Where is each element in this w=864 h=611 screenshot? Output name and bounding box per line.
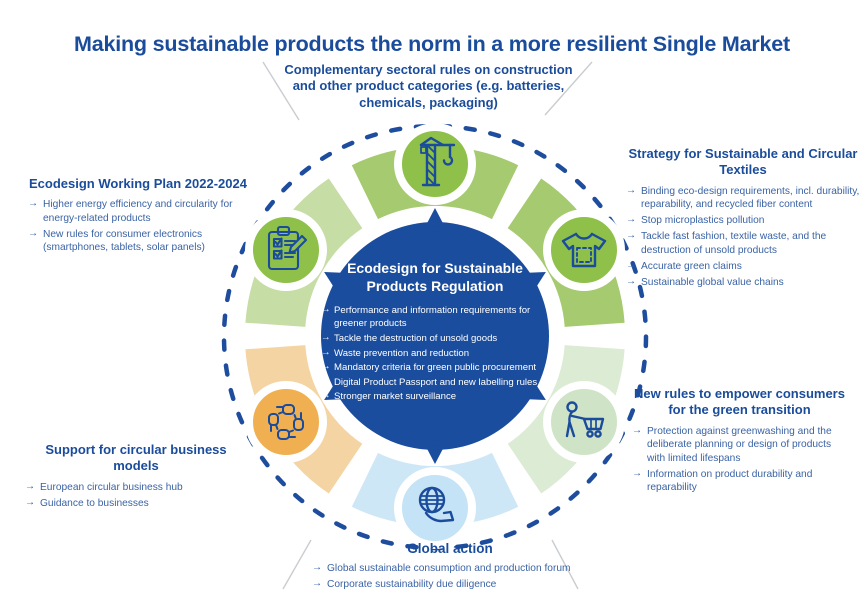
working-plan-icon-circle	[245, 209, 327, 291]
arrow-bullet-icon: →	[626, 184, 637, 196]
section-consumer-rules: New rules to empower consumers for the g…	[632, 386, 847, 497]
bullet-item: → Higher energy efficiency and circularit…	[28, 198, 233, 224]
shopping-cart-consumer-icon	[565, 401, 605, 438]
bullet-item: → New rules for consumer electronics (sma…	[28, 227, 205, 254]
arrow-bullet-icon: →	[25, 480, 36, 492]
bullet-item: → Accurate green claims	[626, 259, 742, 272]
section-heading: New rules to empower consumers for the g…	[634, 386, 845, 418]
business-icon-circle	[245, 381, 327, 463]
bullet-list: → Higher energy efficiency and circularit…	[28, 198, 248, 255]
arrow-bullet-icon: →	[632, 424, 643, 436]
arrow-bullet-icon: →	[25, 496, 36, 508]
bullet-item: → Digital Product Passport and new labell…	[321, 375, 538, 388]
bullet-item: → Global sustainable consumption and prod…	[312, 561, 571, 574]
bullet-item: → Tackle fast fashion, textile waste, and…	[626, 230, 827, 256]
section-business-models: Support for circular business models → Eu…	[25, 442, 247, 513]
section-working-plan: Ecodesign Working Plan 2022-2024 → Higher…	[28, 176, 248, 258]
four-hands-cooperation-icon	[268, 404, 304, 440]
section-textiles-strategy: Strategy for Sustainable and Circular Te…	[626, 146, 860, 292]
bullet-item: → Protection against greenwashing and the…	[632, 424, 832, 464]
arrow-bullet-icon: →	[626, 214, 637, 226]
bullet-item: → Information on product durability and r…	[632, 467, 813, 494]
center-circle	[321, 208, 549, 464]
bullet-item: → Guidance to businesses	[25, 496, 149, 509]
center-panel: Ecodesign for Sustainable Products Regul…	[315, 260, 555, 405]
bullet-list: → European circular business hub → Guidanc…	[25, 481, 247, 511]
arrow-bullet-icon: →	[28, 227, 39, 239]
arrow-bullet-icon: →	[321, 375, 331, 387]
arrow-bullet-icon: →	[626, 259, 637, 271]
bullet-item: → Mandatory criteria for green public pro…	[321, 361, 537, 374]
section-heading: Ecodesign Working Plan 2022-2024	[29, 176, 247, 191]
arrow-bullet-icon: →	[632, 467, 643, 479]
section-heading: Support for circular business models	[45, 442, 227, 474]
arrow-bullet-icon: →	[321, 332, 331, 344]
bullet-item: → Sustainable global value chains	[626, 275, 784, 288]
section-heading: Global action	[407, 541, 493, 556]
center-title: Ecodesign for Sustainable Products Regul…	[347, 260, 523, 294]
bullet-list: → Global sustainable consumption and prod…	[300, 562, 600, 592]
textiles-icon-circle	[543, 209, 625, 291]
bullet-item: → Performance and information requirement…	[321, 303, 531, 330]
arrow-bullet-icon: →	[321, 361, 331, 373]
bullet-item: → Stronger market surveillance	[321, 390, 457, 403]
bullet-item: → European circular business hub	[25, 480, 183, 493]
bullet-item: → Binding eco-design requirements, incl. …	[626, 184, 860, 211]
bullet-item: → Tackle the destruction of unsold goods	[321, 332, 498, 345]
crane-construction-icon	[419, 136, 456, 187]
arrow-bullet-icon: →	[28, 198, 39, 210]
arrow-bullet-icon: →	[626, 230, 637, 242]
bullet-item: → Stop microplastics pollution	[626, 214, 765, 227]
section-complementary-rules: Complementary sectoral rules on construc…	[276, 62, 581, 117]
arrow-bullet-icon: →	[312, 561, 323, 573]
center-bullet-list: → Performance and information requirement…	[315, 304, 555, 404]
section-heading: Strategy for Sustainable and Circular Te…	[628, 146, 858, 178]
section-global-action: Global action → Global sustainable consum…	[300, 541, 600, 594]
bullet-item: → Waste prevention and reduction	[321, 346, 470, 359]
bullet-item: → Corporate sustainability due diligence	[312, 577, 497, 590]
arrow-bullet-icon: →	[626, 275, 637, 287]
globe-in-hand-icon	[418, 486, 455, 523]
arrow-bullet-icon: →	[321, 303, 331, 315]
arrow-bullet-icon: →	[321, 346, 331, 358]
checklist-clipboard-icon	[267, 225, 308, 271]
bullet-list: → Binding eco-design requirements, incl. …	[626, 185, 860, 290]
page-title: Making sustainable products the norm in …	[74, 32, 790, 57]
connector-lines	[262, 61, 593, 590]
section-heading: Complementary sectoral rules on construc…	[284, 62, 573, 110]
tshirt-textiles-icon	[561, 232, 607, 268]
arrow-bullet-icon: →	[321, 390, 331, 402]
bullet-list: → Protection against greenwashing and the…	[632, 425, 847, 495]
arrow-bullet-icon: →	[312, 577, 323, 589]
